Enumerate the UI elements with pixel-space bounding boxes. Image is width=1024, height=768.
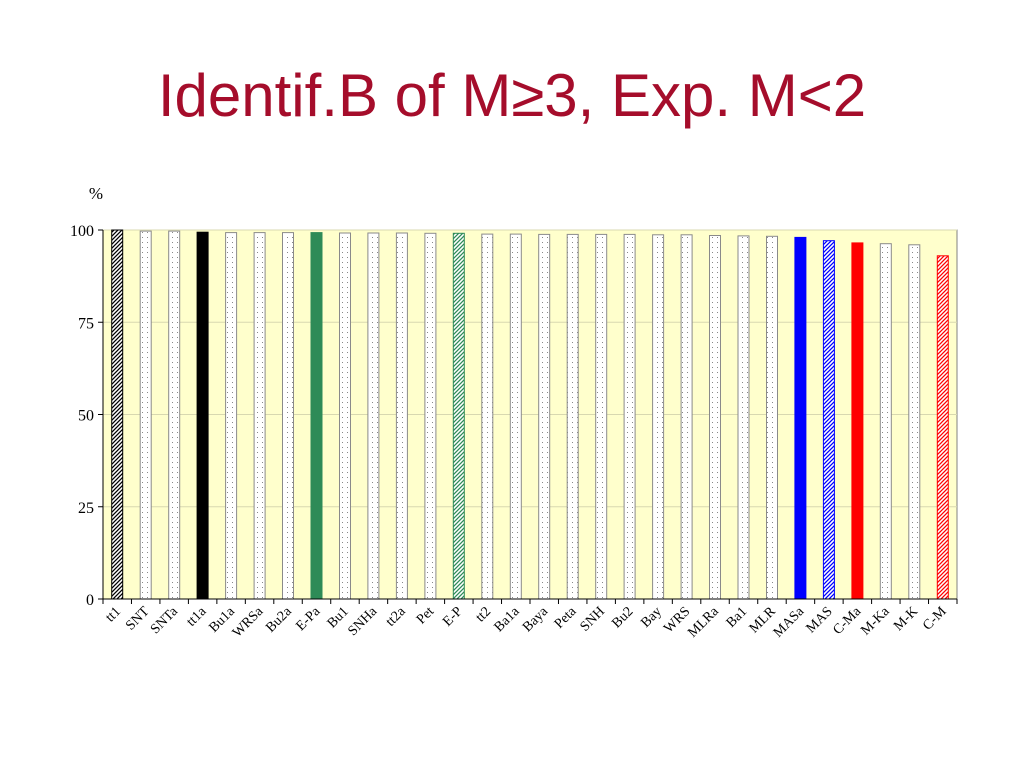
y-tick-label: 25 <box>78 500 94 517</box>
bar-snha <box>367 232 380 600</box>
bar-c-m <box>936 255 949 600</box>
bar-ba1a <box>509 233 522 600</box>
x-tick-label: SNT <box>123 604 153 634</box>
bar-tt1 <box>111 229 124 600</box>
bar-bay <box>652 234 665 600</box>
x-tick-label: Baya <box>520 604 552 636</box>
x-tick-label: tt2 <box>473 604 494 625</box>
bar-tt1a <box>196 231 209 600</box>
bar-tt2 <box>481 233 494 600</box>
x-tick-label: WRSa <box>230 604 267 641</box>
bar-mlra <box>709 235 721 600</box>
bar-mas <box>822 240 835 600</box>
x-tick-label: MASa <box>771 604 808 641</box>
bar-snh <box>595 233 608 600</box>
bar-bu2 <box>623 233 636 600</box>
bar-tt2a <box>395 232 408 600</box>
x-tick-label: Peta <box>552 604 580 632</box>
bar-c-ma <box>851 242 864 600</box>
y-tick-label: 75 <box>78 315 94 332</box>
x-tick-label: tt2a <box>383 604 409 630</box>
bar-e-p <box>452 232 465 600</box>
x-tick-label: Ba1 <box>724 604 751 631</box>
x-tick-label: E-P <box>440 604 466 630</box>
bar-e-pa <box>310 232 323 600</box>
bar-bu2a <box>282 232 294 600</box>
bar-baya <box>538 233 551 600</box>
x-tick-label: E-Pa <box>293 604 323 634</box>
bar-mlr <box>766 235 778 600</box>
slide-title: Identif.B of M≥3, Exp. M<2 <box>157 62 867 129</box>
bar-bu1 <box>339 232 351 600</box>
y-tick-label: 100 <box>70 223 94 240</box>
x-tick-label: Bu2 <box>609 604 636 631</box>
x-tick-label: tt1 <box>103 604 124 625</box>
x-tick-label: M-K <box>891 604 921 634</box>
x-tick-label: C-Ma <box>830 604 864 638</box>
x-tick-label: Pet <box>414 604 437 627</box>
x-tick-label: MLRa <box>685 604 722 641</box>
bar-ba1 <box>737 235 750 600</box>
bar-wrs <box>680 234 693 600</box>
x-tick-label: C-M <box>920 604 950 634</box>
bar-snta <box>168 230 181 600</box>
bar-wrsa <box>253 232 266 600</box>
bar-snt <box>139 230 152 600</box>
x-tick-label: Bay <box>638 604 665 631</box>
y-tick-label: 0 <box>86 592 94 609</box>
y-axis-label: % <box>89 184 103 203</box>
bar-peta <box>566 233 579 600</box>
x-tick-label: Ba1a <box>492 604 524 636</box>
x-tick-label: SNTa <box>148 604 182 638</box>
x-tick-label: SNH <box>578 604 608 634</box>
bar-m-ka <box>879 243 892 600</box>
bar-pet <box>424 232 437 600</box>
x-tick-label: SNHa <box>345 604 380 639</box>
bar-bu1a <box>225 232 238 600</box>
bar-m-k <box>908 244 921 600</box>
y-tick-label: 50 <box>78 408 94 425</box>
x-tick-label: MAS <box>804 604 836 636</box>
x-tick-label: M-Ka <box>858 604 893 639</box>
bar-masa <box>794 236 807 600</box>
x-tick-label: Bu2a <box>263 604 295 636</box>
